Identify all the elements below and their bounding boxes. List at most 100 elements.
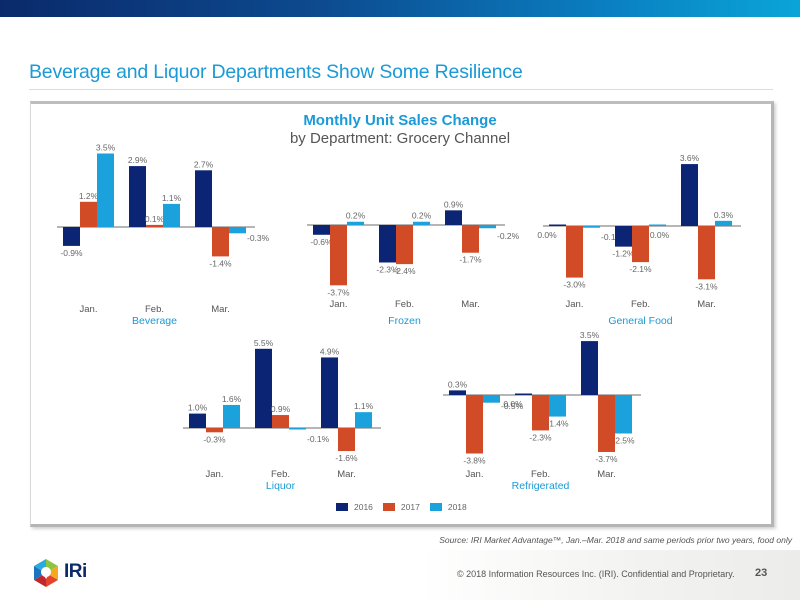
data-label-beverage-feb-2016: 2.9% [128,155,148,165]
data-label-beverage-feb-2018: 1.1% [162,193,182,203]
footer-background [420,550,800,600]
bar-general-food-mar-2018 [715,220,732,226]
bar-general-food-jan-2018 [583,226,600,228]
data-label-refrigerated-jan-2016: 0.3% [448,379,468,389]
bar-liquor-jan-2017 [206,428,223,433]
data-label-liquor-jan-2018: 1.6% [222,394,242,404]
bar-refrigerated-jan-2017 [466,395,483,454]
bar-liquor-jan-2016 [189,413,206,428]
data-label-frozen-feb-2017: -2.4% [393,266,416,276]
legend-item-2017: 2017 [382,502,420,512]
bar-frozen-jan-2016 [313,225,330,235]
x-tick-general-food-feb: Feb. [631,299,650,310]
bar-beverage-mar-2016 [195,170,212,227]
bar-general-food-feb-2016 [615,226,632,247]
bar-refrigerated-feb-2018 [549,395,566,417]
bar-refrigerated-jan-2016 [449,390,466,395]
data-label-frozen-jan-2016: -0.6% [310,237,333,247]
data-label-general-food-mar-2016: 3.6% [680,153,700,163]
page-number: 23 [755,567,768,579]
data-label-refrigerated-mar-2018: -2.5% [612,436,635,446]
bar-refrigerated-feb-2016 [515,393,532,395]
x-tick-general-food-jan: Jan. [566,299,584,310]
bar-beverage-feb-2018 [163,203,180,227]
data-label-beverage-mar-2016: 2.7% [194,159,214,169]
data-label-refrigerated-feb-2018: -1.4% [546,419,569,429]
department-label-refrigerated: Refrigerated [512,480,570,492]
bar-beverage-jan-2017 [80,201,97,227]
data-label-general-food-feb-2018: 0.0% [650,230,670,240]
bar-general-food-mar-2016 [681,164,698,226]
data-label-liquor-mar-2017: -1.6% [335,453,358,463]
copyright: © 2018 Information Resources Inc. (IRI).… [457,569,735,579]
chart-legend: 2016 2017 2018 [336,502,467,512]
iri-logo-icon [34,559,58,587]
header-gradient-bar [0,0,800,17]
data-label-liquor-feb-2017: 0.9% [271,404,291,414]
bar-frozen-feb-2017 [396,225,413,265]
data-label-refrigerated-mar-2017: -3.7% [595,454,618,464]
x-tick-liquor-jan: Jan. [206,469,224,480]
data-label-liquor-jan-2017: -0.3% [203,434,226,444]
title-divider [29,89,773,90]
x-tick-general-food-mar: Mar. [697,299,715,310]
x-tick-beverage-jan: Jan. [80,304,98,315]
x-tick-beverage-mar: Mar. [211,304,229,315]
x-tick-frozen-mar: Mar. [461,299,479,310]
data-label-liquor-feb-2016: 5.5% [254,338,274,348]
x-tick-liquor-feb: Feb. [271,469,290,480]
data-label-general-food-feb-2017: -2.1% [629,264,652,274]
data-label-beverage-feb-2017: 0.1% [145,214,165,224]
data-label-refrigerated-feb-2017: -2.3% [529,432,552,442]
data-label-beverage-mar-2017: -1.4% [209,258,232,268]
legend-label-2018: 2018 [447,502,467,512]
bar-general-food-jan-2016 [549,224,566,226]
bar-beverage-jan-2016 [63,227,80,246]
legend-item-2016: 2016 [336,502,373,512]
bar-liquor-mar-2016 [321,357,338,428]
legend-label-2017: 2017 [400,502,420,512]
department-label-beverage: Beverage [132,315,177,327]
bar-general-food-feb-2018 [649,224,666,226]
data-label-general-food-mar-2017: -3.1% [695,281,718,291]
logo-text: IRi [64,561,87,582]
bar-refrigerated-mar-2017 [598,395,615,452]
data-label-general-food-jan-2017: -3.0% [563,280,586,290]
bar-refrigerated-jan-2018 [483,395,500,403]
data-label-frozen-mar-2018: -0.2% [497,231,520,241]
data-label-frozen-feb-2018: 0.2% [412,211,432,221]
bar-frozen-jan-2018 [347,221,364,225]
data-label-liquor-mar-2016: 4.9% [320,346,340,356]
legend-swatch-2017 [382,503,395,511]
data-label-refrigerated-mar-2016: 3.5% [580,330,600,340]
data-label-refrigerated-jan-2018: -0.5% [501,401,524,411]
legend-swatch-2016 [336,503,348,511]
bar-liquor-mar-2018 [355,412,372,428]
bar-frozen-feb-2016 [379,225,396,263]
bar-beverage-feb-2017 [146,224,163,227]
chart-subtitle: by Department: Grocery Channel [289,130,511,147]
data-label-frozen-mar-2016: 0.9% [444,199,464,209]
bar-liquor-feb-2018 [289,428,306,430]
data-label-general-food-jan-2018: -0.1% [601,232,624,242]
data-label-general-food-mar-2018: 0.3% [714,210,734,220]
data-label-refrigerated-jan-2017: -3.8% [463,456,486,466]
bar-refrigerated-mar-2016 [581,341,598,395]
chart-title: Monthly Unit Sales Change [303,112,497,129]
x-tick-refrigerated-mar: Mar. [597,469,615,480]
slide-title: Beverage and Liquor Departments Show Som… [29,61,523,83]
x-tick-frozen-jan: Jan. [330,299,348,310]
legend-label-2016: 2016 [354,502,373,512]
source-note: Source: IRI Market Advantage™, Jan.–Mar.… [439,535,792,545]
data-label-beverage-mar-2018: -0.3% [247,233,270,243]
bar-general-food-jan-2017 [566,226,583,278]
data-label-frozen-mar-2017: -1.7% [459,255,482,265]
x-tick-frozen-feb: Feb. [395,299,414,310]
data-label-beverage-jan-2017: 1.2% [79,191,99,201]
data-label-refrigerated-feb-2016: 0.0% [503,399,523,409]
chart-frame [30,101,774,527]
bar-liquor-feb-2016 [255,348,272,428]
bar-beverage-mar-2018 [229,227,246,234]
bar-general-food-mar-2017 [698,226,715,280]
